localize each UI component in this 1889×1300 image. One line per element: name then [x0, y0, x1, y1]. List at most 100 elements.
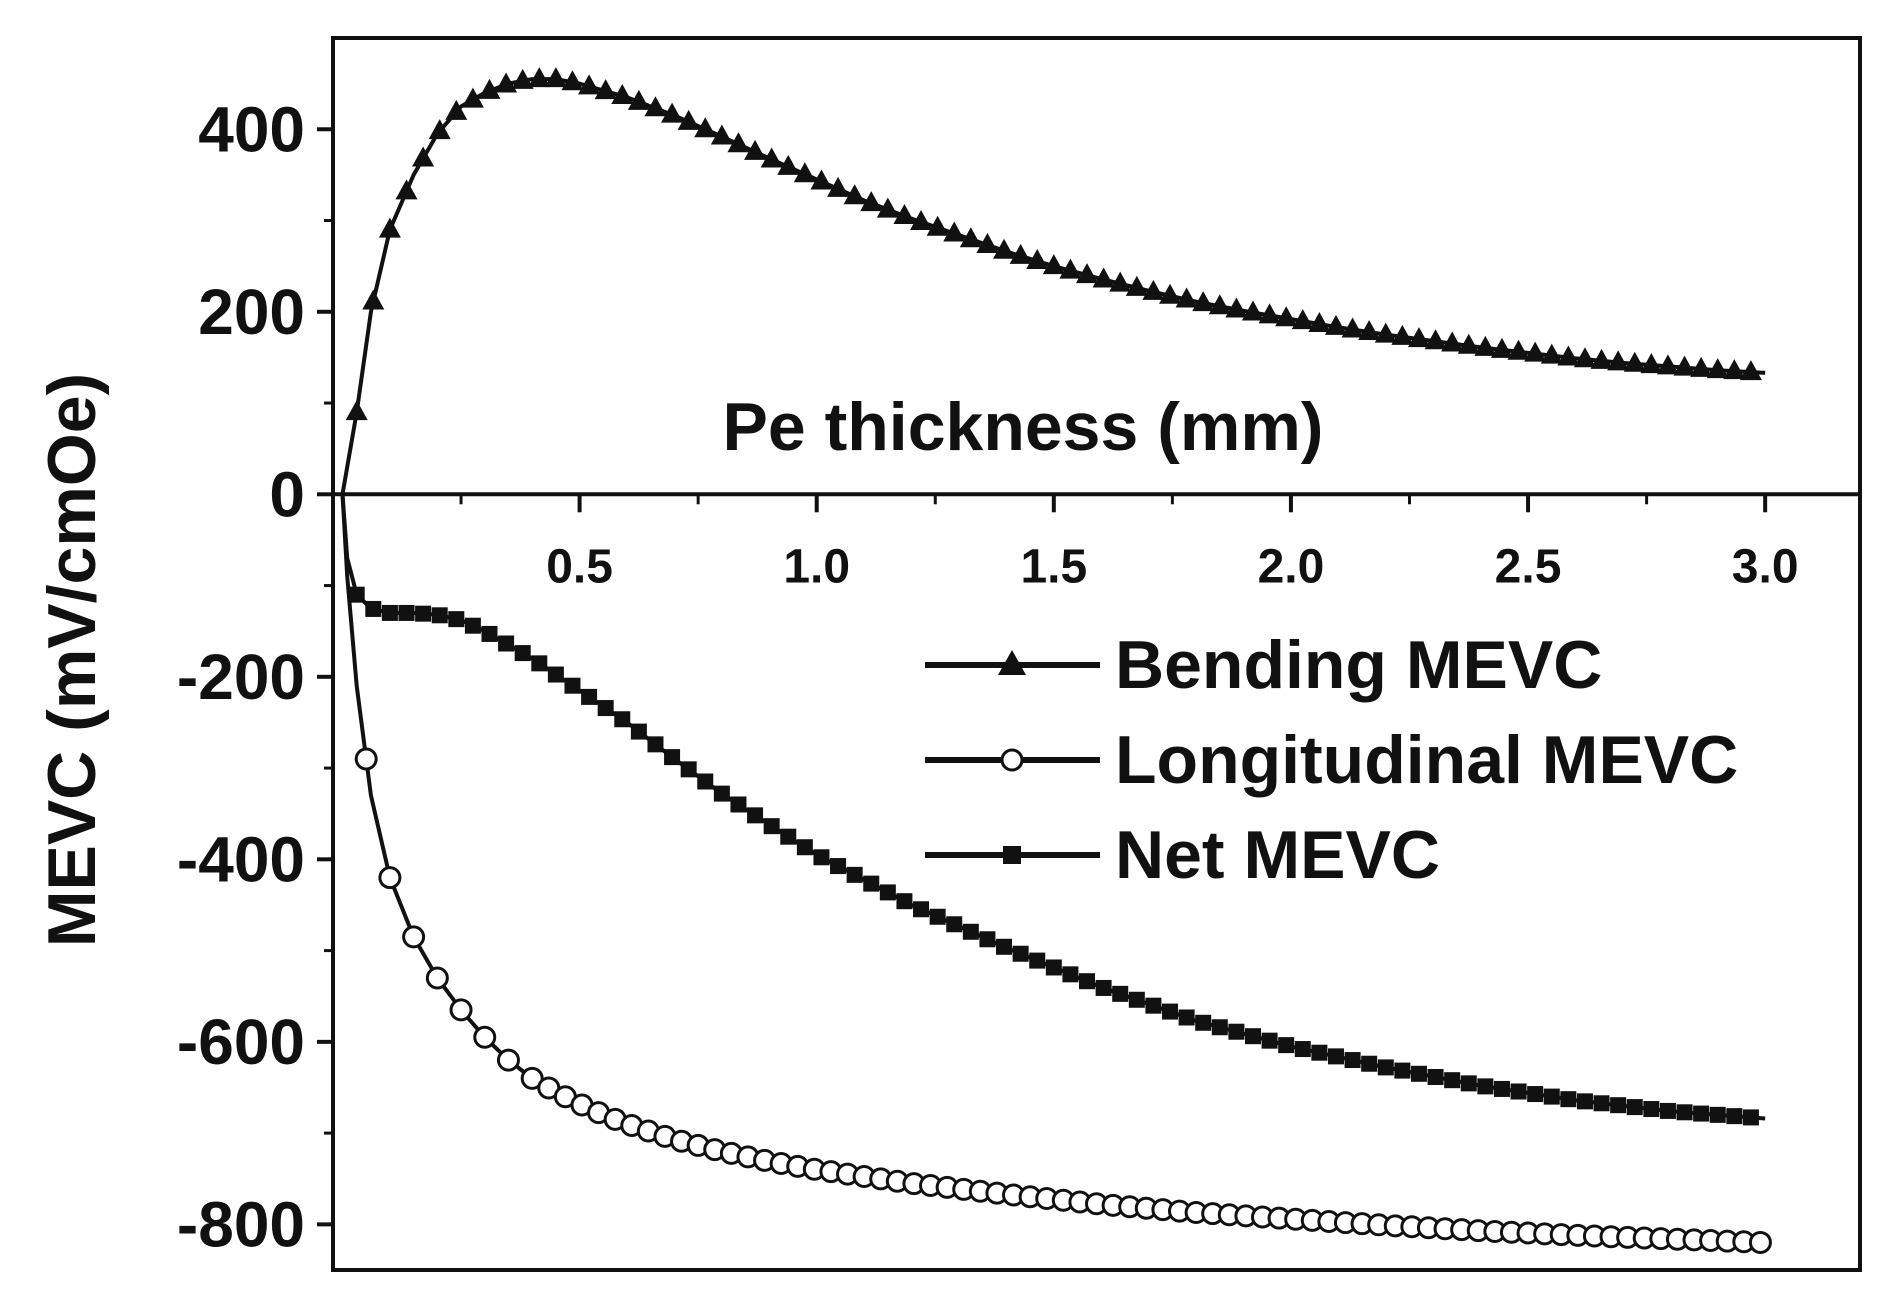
data-point-net	[1610, 1097, 1627, 1114]
data-point-net	[863, 875, 880, 892]
data-point-bending	[644, 96, 667, 117]
data-point-bending	[744, 139, 767, 160]
data-point-longitudinal	[473, 1025, 497, 1049]
data-point-bending	[544, 67, 567, 88]
data-point-bending	[395, 179, 418, 200]
data-point-bending	[1374, 322, 1397, 343]
data-point-net	[1178, 1009, 1195, 1026]
data-point-bending	[1258, 303, 1281, 324]
data-point-net	[1477, 1078, 1494, 1095]
legend-item-net: Net MEVC	[925, 817, 1440, 893]
data-point-net	[929, 908, 946, 925]
y-tick-label-5: -600	[177, 1006, 305, 1078]
data-point-bending	[345, 400, 368, 421]
data-point-bending	[1208, 294, 1231, 315]
data-point-net	[431, 607, 448, 624]
legend-marker-longitudinal	[1000, 748, 1024, 772]
legend-label-longitudinal: Longitudinal MEVC	[1115, 722, 1738, 798]
data-point-net	[448, 611, 465, 628]
data-point-bending	[578, 74, 601, 95]
data-point-bending	[1109, 271, 1132, 292]
data-point-bending	[827, 176, 850, 197]
data-point-net	[647, 736, 664, 753]
data-point-net	[398, 604, 415, 621]
y-axis-title: MEVC (mV/cmOe)	[34, 373, 110, 947]
data-point-bending	[1241, 300, 1264, 321]
data-point-bending	[445, 99, 468, 120]
legend-marker-bending	[998, 650, 1026, 675]
y-axis: 400 200 0 -200 -400 -600 -800	[177, 93, 333, 1260]
data-point-net	[1510, 1083, 1527, 1100]
data-point-net	[1228, 1023, 1245, 1040]
data-point-bending	[1026, 249, 1049, 270]
data-point-net	[962, 923, 979, 940]
data-point-net	[979, 931, 996, 948]
data-point-bending	[1192, 291, 1215, 312]
data-point-net	[614, 711, 631, 728]
data-point-longitudinal	[496, 1048, 520, 1072]
data-point-bending	[378, 217, 401, 238]
data-point-bending	[1739, 360, 1762, 381]
data-point-net	[1576, 1093, 1593, 1110]
data-point-net	[1410, 1065, 1427, 1082]
data-point-net	[1709, 1106, 1726, 1123]
data-point-net	[1676, 1104, 1693, 1121]
data-point-bending	[876, 197, 899, 218]
data-point-net	[1626, 1099, 1643, 1116]
data-point-net	[464, 617, 481, 634]
data-point-bending	[1457, 333, 1480, 354]
data-point-bending	[611, 83, 634, 104]
data-point-net	[1444, 1072, 1461, 1089]
data-point-longitudinal	[449, 998, 473, 1022]
data-point-net	[1195, 1014, 1212, 1031]
data-point-bending	[810, 169, 833, 190]
data-point-net	[747, 807, 764, 824]
data-point-net	[1693, 1105, 1710, 1122]
data-point-net	[1593, 1095, 1610, 1112]
data-point-net	[1062, 966, 1079, 983]
data-point-net	[1278, 1037, 1295, 1054]
data-point-net	[514, 645, 531, 662]
plot-frame	[331, 36, 1862, 1272]
legend-marker-net	[1003, 846, 1021, 864]
data-point-bending	[1640, 353, 1663, 374]
data-point-bending	[594, 79, 617, 100]
data-point-net	[1742, 1109, 1759, 1126]
data-point-bending	[777, 154, 800, 175]
data-point-net	[415, 605, 432, 622]
data-point-bending	[661, 102, 684, 123]
x-tick-label-2: 1.5	[1020, 540, 1087, 593]
data-point-longitudinal	[378, 866, 402, 890]
data-point-net	[581, 688, 598, 705]
series-line-longitudinal	[340, 494, 1766, 1245]
x-axis-title: Pe thickness (mm)	[723, 389, 1324, 465]
data-point-net	[1112, 985, 1129, 1002]
data-point-bending	[1524, 341, 1547, 362]
y-tick-label-6: -800	[177, 1188, 305, 1260]
data-point-bending	[1042, 254, 1065, 275]
data-point-net	[1344, 1052, 1361, 1069]
data-point-net	[1493, 1080, 1510, 1097]
data-point-net	[381, 604, 398, 621]
data-point-bending	[1623, 351, 1646, 372]
legend: Bending MEVC Longitudinal MEVC Net MEVC	[925, 627, 1738, 893]
data-point-bending	[860, 191, 883, 212]
data-point-bending	[1424, 329, 1447, 350]
data-point-net	[1294, 1041, 1311, 1058]
data-point-net	[913, 901, 930, 918]
data-point-bending	[893, 203, 916, 224]
y-tick-label-3: -200	[177, 641, 305, 713]
data-point-bending	[694, 117, 717, 138]
data-point-net	[1095, 979, 1112, 996]
data-point-bending	[1275, 306, 1298, 327]
data-point-bending	[926, 215, 949, 236]
legend-label-net: Net MEVC	[1115, 817, 1440, 893]
data-point-net	[664, 749, 681, 766]
data-point-longitudinal	[1748, 1230, 1772, 1254]
data-point-bending	[1407, 327, 1430, 348]
data-point-net	[564, 677, 581, 694]
x-tick-label-4: 2.5	[1495, 540, 1562, 593]
data-point-net	[1643, 1101, 1660, 1118]
data-point-net	[946, 916, 963, 933]
